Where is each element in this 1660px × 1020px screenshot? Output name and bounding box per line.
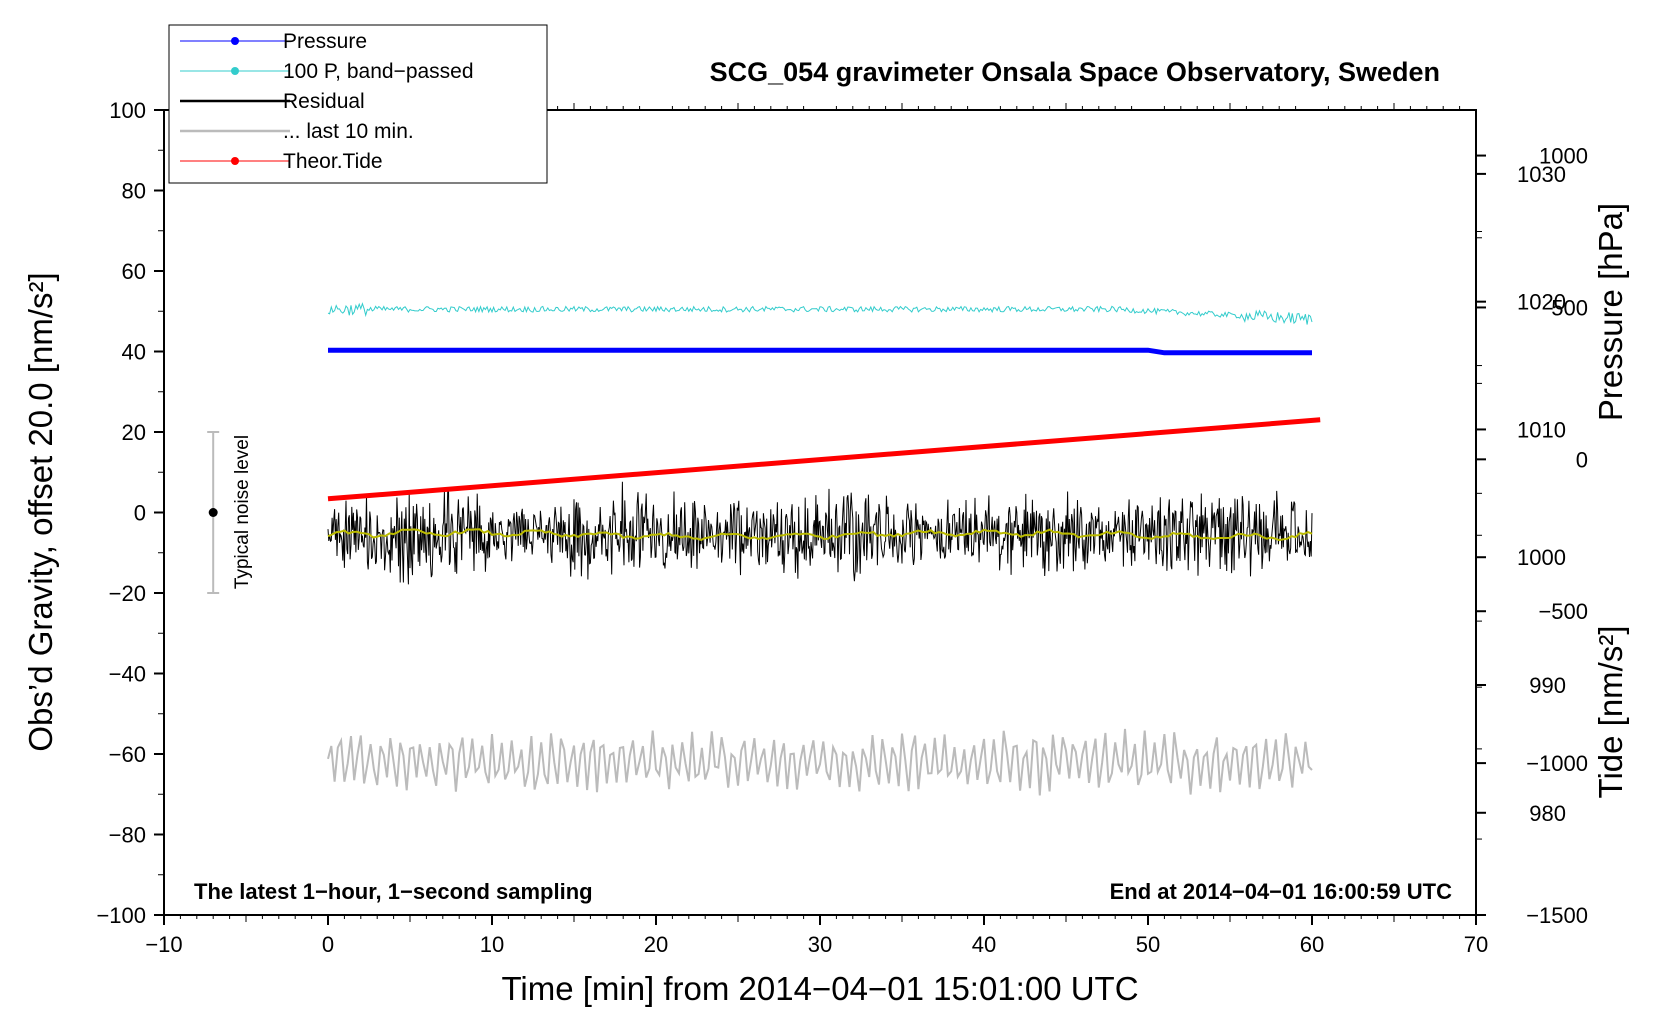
pressure-tick-label: 1020 <box>1517 290 1566 315</box>
y-tick-label: 80 <box>122 179 146 204</box>
y-tick-label: 0 <box>134 501 146 526</box>
noise-bar-center-dot <box>208 508 218 517</box>
chart-title: SCG_054 gravimeter Onsala Space Observat… <box>710 57 1440 87</box>
series-layer <box>327 302 1321 796</box>
tide-tick-label: −500 <box>1538 599 1588 624</box>
y-axis-pressure: 980 990 1000 1010 1020 1030 <box>1476 162 1566 826</box>
tide-tick-label: 500 <box>1551 295 1588 320</box>
series-residual-smoothed <box>327 528 1313 542</box>
x-tick-label: 70 <box>1464 932 1488 957</box>
y-tick-label: −40 <box>109 662 146 687</box>
x-tick-label: 50 <box>1136 932 1160 957</box>
plot-frame <box>163 109 1477 916</box>
x-tick-label: 0 <box>322 932 334 957</box>
x-axis: −10 0 10 20 30 40 50 60 70 <box>145 103 1488 957</box>
y-tick-label: −100 <box>96 903 146 928</box>
legend-marker <box>231 37 239 45</box>
y-tick-label: −80 <box>109 823 146 848</box>
y-tick-label: 20 <box>122 420 146 445</box>
x-axis-title: Time [min] from 2014−04−01 15:01:00 UTC <box>501 970 1138 1007</box>
x-tick-label: 30 <box>808 932 832 957</box>
y-axis-tide: −1500 −1000 −500 0 500 1000 <box>1476 144 1588 928</box>
pressure-tick-label: 1010 <box>1517 417 1566 442</box>
x-tick-label: 20 <box>644 932 668 957</box>
noise-bar <box>207 431 220 594</box>
pressure-tick-label: 1000 <box>1517 545 1566 570</box>
legend-label: Pressure <box>283 30 367 53</box>
y-tick-label: −20 <box>109 581 146 606</box>
y-tick-label: −60 <box>109 742 146 767</box>
legend-marker <box>231 157 239 165</box>
series-theoretical-tide <box>327 417 1321 502</box>
legend: Pressure 100 P, band−passed Residual ... la… <box>168 24 548 184</box>
legend-label: Residual <box>283 90 365 113</box>
series-band-passed <box>327 302 1313 325</box>
y-axis-left: −100 −80 −60 −40 −20 0 20 40 60 80 100 <box>96 98 164 928</box>
y-axis-tide-title: Tide [nm/s²] <box>1592 626 1629 799</box>
tide-tick-label: −1000 <box>1526 751 1588 776</box>
tide-tick-label: 0 <box>1576 447 1588 472</box>
x-tick-label: 40 <box>972 932 996 957</box>
pressure-tick-label: 990 <box>1529 673 1566 698</box>
annotation-sampling: The latest 1−hour, 1−second sampling <box>194 879 593 904</box>
x-tick-label: 60 <box>1300 932 1324 957</box>
x-tick-label: 10 <box>480 932 504 957</box>
pressure-tick-label: 1030 <box>1517 162 1566 187</box>
legend-marker <box>231 67 239 75</box>
legend-label: 100 P, band−passed <box>283 60 474 83</box>
series-pressure <box>328 347 1312 356</box>
series-residual <box>327 481 1313 585</box>
y-tick-label: 60 <box>122 259 146 284</box>
pressure-tick-label: 980 <box>1529 801 1566 826</box>
y-tick-label: 40 <box>122 340 146 365</box>
legend-label: ... last 10 min. <box>283 120 414 143</box>
y-axis-pressure-title: Pressure [hPa] <box>1592 203 1629 421</box>
series-last-10-min <box>327 728 1313 796</box>
tide-tick-label: −1500 <box>1526 903 1588 928</box>
legend-label: Theor.Tide <box>283 150 383 173</box>
legend-box <box>168 24 548 184</box>
noise-label: Typical noise level <box>232 435 253 589</box>
annotation-end-time: End at 2014−04−01 16:00:59 UTC <box>1110 879 1453 904</box>
y-axis-left-title: Obs’d Gravity, offset 20.0 [nm/s²] <box>22 272 59 751</box>
x-tick-label: −10 <box>145 932 182 957</box>
tide-tick-label: 1000 <box>1539 144 1588 169</box>
y-tick-label: 100 <box>109 98 146 123</box>
